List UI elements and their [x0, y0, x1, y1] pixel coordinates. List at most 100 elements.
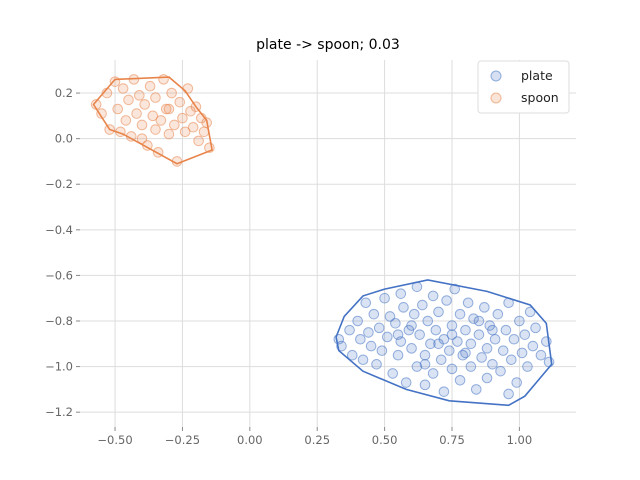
y-tick-label: 0.2 — [55, 86, 73, 100]
plate-point — [476, 352, 487, 363]
grid-lines — [80, 60, 576, 427]
plate-point — [444, 345, 455, 356]
plate-point — [460, 324, 471, 336]
plate-point — [419, 379, 431, 391]
spoon-point — [177, 112, 188, 124]
legend-label-plate: plate — [521, 68, 553, 83]
plate-point — [489, 333, 501, 345]
plate-point — [487, 324, 498, 336]
spoon-point — [150, 92, 161, 103]
legend-marker-plate — [490, 70, 502, 82]
x-tick-label: −0.25 — [165, 433, 200, 447]
plate-point — [516, 347, 528, 359]
spoon-point — [187, 121, 199, 133]
plate-point — [379, 292, 390, 304]
spoon-point — [123, 94, 134, 106]
plate-point — [363, 327, 374, 338]
y-tick-label: −0.4 — [45, 223, 73, 237]
plate-point — [481, 343, 493, 354]
spoon-point — [158, 74, 169, 85]
plate-point — [414, 329, 425, 340]
spoon-point — [169, 119, 180, 131]
spoon-point — [160, 103, 172, 115]
plate-point — [395, 288, 407, 299]
spoon-point — [174, 96, 186, 108]
plate-point — [503, 388, 514, 400]
plate-point — [527, 340, 539, 352]
series-plate — [333, 279, 555, 407]
spoon-point — [120, 115, 132, 126]
plate-point — [511, 377, 522, 388]
plate-point — [352, 315, 363, 327]
plate-point — [425, 338, 436, 350]
plate-point — [433, 338, 444, 350]
plate-point — [535, 349, 547, 361]
y-tick-label: −0.6 — [45, 268, 73, 282]
plate-point — [430, 324, 442, 336]
x-tick-label: −0.50 — [97, 433, 132, 447]
plate-point — [398, 302, 409, 313]
plate-point — [522, 361, 533, 372]
y-tick-label: −1.0 — [45, 360, 73, 374]
spoon-point — [182, 83, 194, 94]
spoon-point — [179, 126, 191, 138]
plate-point — [360, 297, 372, 309]
plate-point — [387, 368, 398, 379]
y-tick-label: −1.2 — [45, 405, 73, 419]
plate-point — [479, 302, 490, 313]
plate-point — [462, 297, 474, 309]
plate-point — [382, 331, 393, 343]
plate-point — [481, 372, 493, 384]
spoon-point — [163, 128, 175, 140]
y-tick-label: −0.8 — [45, 314, 73, 328]
plate-point — [497, 345, 509, 356]
plate-point — [400, 377, 412, 388]
plate-point — [446, 320, 458, 331]
plate-point — [406, 343, 417, 354]
plate-point — [408, 308, 420, 320]
spoon-point — [131, 108, 142, 119]
series-spoon — [90, 74, 215, 167]
spoon-point — [147, 110, 159, 122]
spoon-point — [144, 80, 156, 92]
plate-point — [492, 308, 504, 320]
spoon-point — [136, 133, 148, 144]
plate-point — [446, 329, 458, 340]
spoon-point — [117, 83, 129, 94]
legend: plate spoon — [477, 60, 570, 114]
plate-point — [460, 347, 471, 359]
spoon-point — [193, 135, 204, 147]
plate-point — [473, 329, 485, 340]
plate-point — [384, 311, 396, 322]
plate-hull-outline — [335, 279, 553, 407]
plate-point — [441, 295, 452, 306]
plate-point — [438, 386, 450, 397]
plate-point — [452, 336, 463, 347]
plate-point — [500, 324, 512, 336]
plate-point — [543, 356, 555, 368]
plate-point — [449, 283, 460, 295]
plate-point — [390, 317, 401, 329]
plate-point — [506, 354, 517, 366]
plate-point — [368, 308, 380, 320]
spoon-hull-outline — [92, 76, 214, 165]
spoon-point — [166, 87, 177, 99]
plate-point — [473, 315, 485, 327]
spoon-point — [150, 124, 161, 135]
plate-point — [519, 329, 531, 340]
x-tick-label: 0.25 — [304, 433, 330, 447]
plate-point — [465, 338, 477, 350]
spoon-point — [112, 103, 124, 115]
plate-point — [419, 349, 431, 361]
plate-point — [465, 361, 477, 372]
plate-point — [344, 324, 355, 336]
spoon-point — [134, 90, 145, 101]
plate-point — [427, 290, 439, 302]
legend-marker-spoon — [490, 92, 502, 104]
plate-point — [454, 308, 466, 320]
plate-point — [524, 306, 536, 318]
plate-point — [411, 361, 423, 372]
spoon-point — [155, 115, 167, 126]
plate-point — [514, 315, 525, 327]
